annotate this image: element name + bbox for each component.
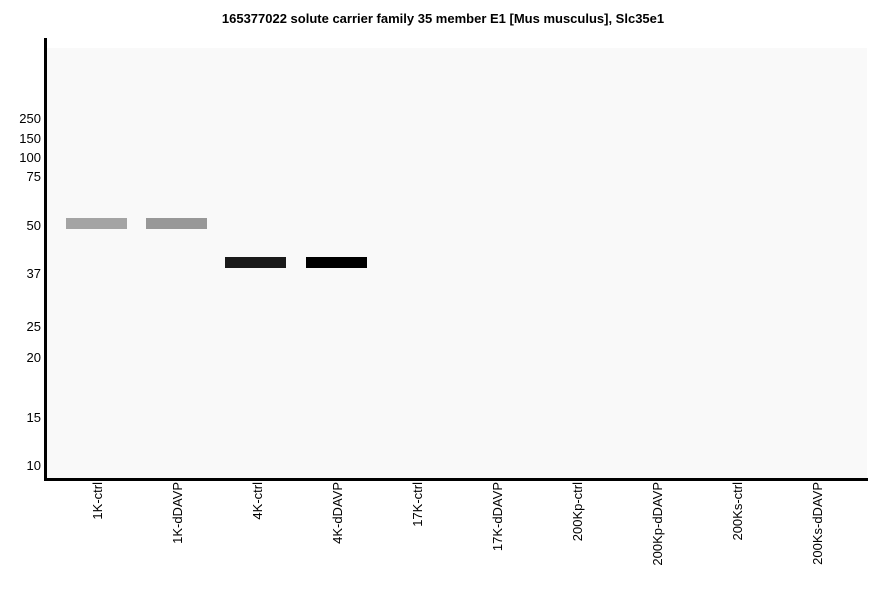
band-1k-ctrl: [66, 218, 127, 229]
x-tick-label-200kp-ddavp: 200Kp-dDAVP: [650, 482, 665, 566]
y-tick-label-25: 25: [26, 319, 41, 334]
x-tick-label-1k-ddavp: 1K-dDAVP: [170, 482, 185, 544]
band-4k-ctrl: [225, 257, 286, 268]
band-1k-ddavp: [146, 218, 207, 229]
chart-title: 165377022 solute carrier family 35 membe…: [221, 11, 665, 26]
band-4k-ddavp: [306, 257, 367, 268]
x-tick-label-200kp-ctrl: 200Kp-ctrl: [570, 482, 585, 542]
y-tick-label-250: 250: [19, 111, 41, 126]
y-tick-label-50: 50: [26, 218, 41, 233]
y-tick-label-10: 10: [26, 458, 41, 473]
y-tick-label-100: 100: [19, 150, 41, 165]
x-tick-label-17k-ctrl: 17K-ctrl: [410, 482, 425, 527]
y-tick-label-75: 75: [26, 169, 41, 184]
x-tick-label-200ks-ctrl: 200Ks-ctrl: [730, 482, 745, 541]
x-tick-label-200ks-ddavp: 200Ks-dDAVP: [810, 482, 825, 565]
x-tick-label-4k-ctrl: 4K-ctrl: [250, 482, 265, 520]
y-tick-label-37: 37: [26, 266, 41, 281]
x-tick-label-1k-ctrl: 1K-ctrl: [90, 482, 105, 520]
y-axis-line: [44, 38, 47, 481]
x-axis-line: [44, 478, 868, 481]
x-tick-label-4k-ddavp: 4K-dDAVP: [330, 482, 345, 544]
plot-area: [47, 48, 867, 478]
y-tick-label-20: 20: [26, 350, 41, 365]
y-tick-label-15: 15: [26, 410, 41, 425]
x-tick-label-17k-ddavp: 17K-dDAVP: [490, 482, 505, 552]
y-tick-label-150: 150: [19, 131, 41, 146]
